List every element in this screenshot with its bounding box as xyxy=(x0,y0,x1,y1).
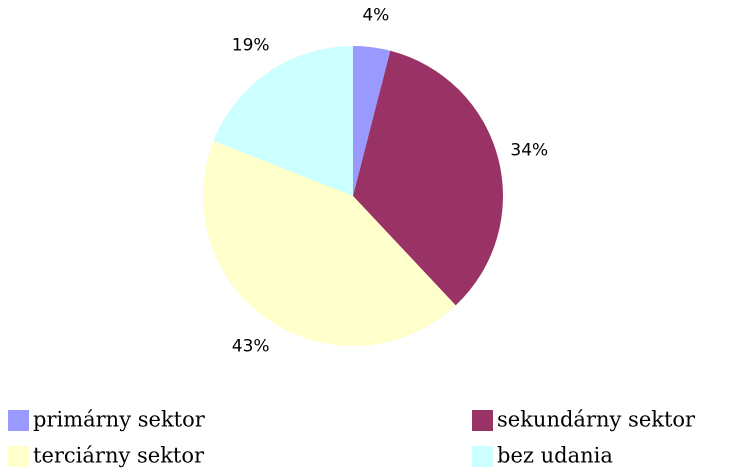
pie-slice xyxy=(202,140,456,347)
legend-label: primárny sektor xyxy=(33,408,206,432)
legend-swatch xyxy=(8,446,29,467)
pie-slice xyxy=(213,45,353,196)
pie-slice xyxy=(353,46,391,196)
legend-swatch xyxy=(472,410,493,431)
data-label: 19% xyxy=(232,35,270,55)
legend-label: sekundárny sektor xyxy=(497,408,696,432)
data-label: 4% xyxy=(362,5,389,25)
legend-swatch xyxy=(472,446,493,467)
data-label: 34% xyxy=(510,141,548,161)
legend-swatch xyxy=(8,410,29,431)
data-label: 43% xyxy=(232,337,270,357)
pie-slice xyxy=(353,50,503,306)
legend-label: bez udania xyxy=(497,444,613,468)
legend-label: terciárny sektor xyxy=(33,444,205,468)
